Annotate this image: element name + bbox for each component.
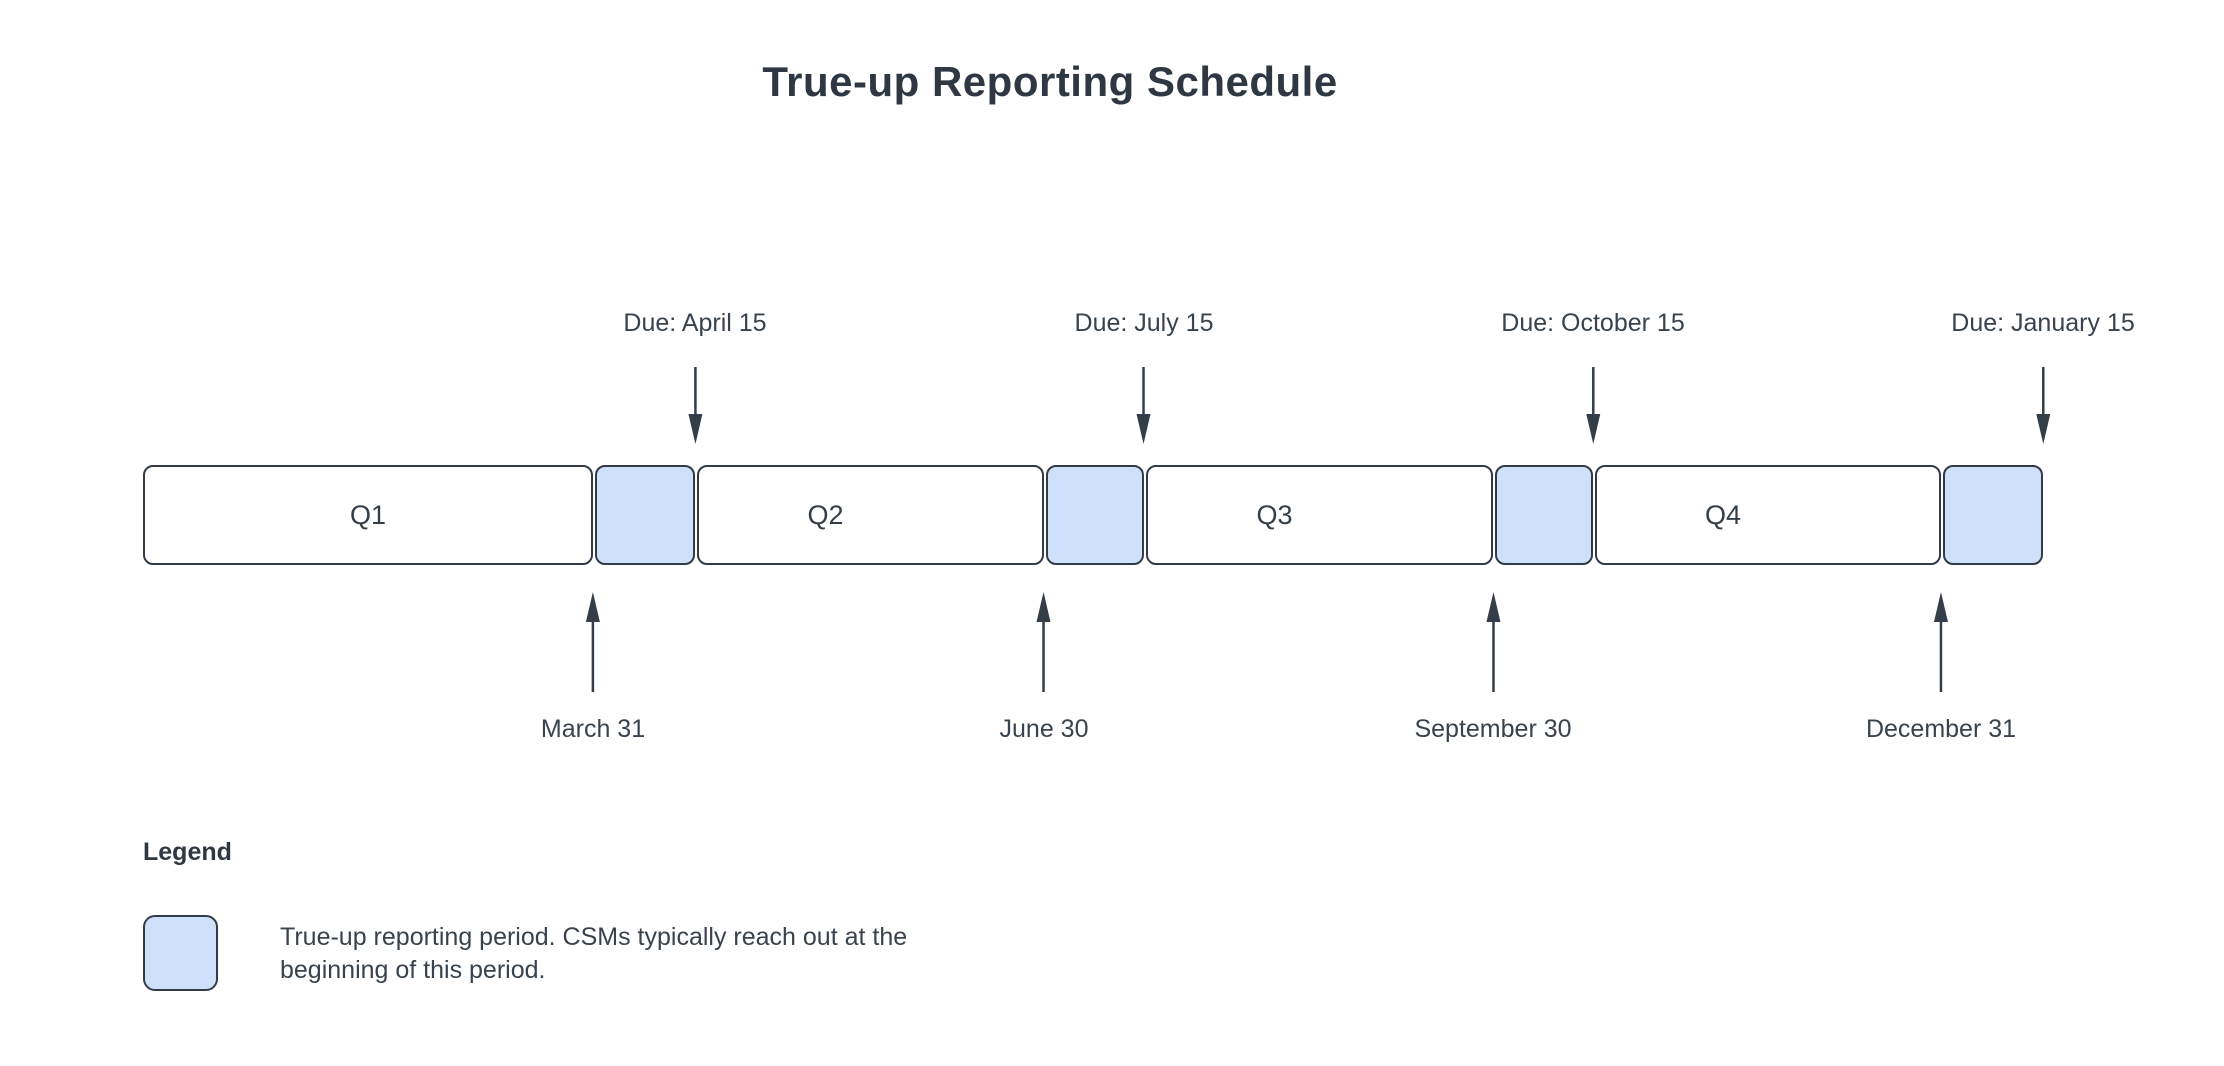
due-marker-q2: Due: July 15 bbox=[1074, 306, 1214, 444]
period-end-label: March 31 bbox=[540, 715, 646, 743]
trueup-period-box-2 bbox=[1046, 465, 1144, 565]
due-marker-q1: Due: April 15 bbox=[623, 306, 767, 444]
due-marker-q4: Due: January 15 bbox=[1951, 306, 2135, 444]
arrow-up-icon bbox=[1479, 592, 1507, 692]
timeline-bar: Q1 Q2 Q3 Q4 bbox=[0, 465, 2224, 565]
due-date-label: Due: July 15 bbox=[1074, 309, 1214, 337]
quarter-label: Q4 bbox=[1704, 499, 1742, 530]
quarter-box-q2: Q2 bbox=[697, 465, 1044, 565]
page-title: True-up Reporting Schedule bbox=[762, 58, 1338, 105]
due-date-label: Due: October 15 bbox=[1501, 309, 1685, 337]
arrow-down-icon bbox=[1579, 367, 1607, 444]
trueup-period-box-1 bbox=[595, 465, 695, 565]
arrow-down-icon bbox=[681, 367, 709, 444]
period-end-label: September 30 bbox=[1414, 715, 1572, 743]
period-end-marker-q3: September 30 bbox=[1414, 592, 1572, 746]
arrow-down-icon bbox=[1130, 367, 1158, 444]
arrow-up-icon bbox=[1927, 592, 1955, 692]
due-date-label: Due: January 15 bbox=[1951, 309, 2135, 337]
quarter-box-q1: Q1 bbox=[143, 465, 593, 565]
arrow-up-icon bbox=[1030, 592, 1058, 692]
arrow-down-icon bbox=[2029, 367, 2057, 444]
period-end-marker-q1: March 31 bbox=[541, 592, 645, 746]
period-end-label: December 31 bbox=[1865, 715, 2017, 743]
period-end-marker-q2: June 30 bbox=[999, 592, 1089, 746]
quarter-box-q4: Q4 bbox=[1595, 465, 1941, 565]
quarter-label: Q3 bbox=[1256, 499, 1293, 530]
legend-trueup-swatch bbox=[143, 915, 218, 991]
arrow-up-icon bbox=[579, 592, 607, 692]
legend-title: Legend bbox=[143, 838, 232, 866]
period-end-label: June 30 bbox=[999, 715, 1089, 743]
quarter-label: Q2 bbox=[807, 499, 844, 530]
quarter-box-q3: Q3 bbox=[1146, 465, 1493, 565]
due-date-label: Due: April 15 bbox=[623, 309, 767, 337]
trueup-period-box-3 bbox=[1495, 465, 1593, 565]
trueup-period-box-4 bbox=[1943, 465, 2043, 565]
legend-description: True-up reporting period. CSMs typically… bbox=[280, 923, 908, 984]
due-marker-q3: Due: October 15 bbox=[1501, 306, 1685, 444]
period-end-marker-q4: December 31 bbox=[1866, 592, 2016, 746]
quarter-label: Q1 bbox=[349, 499, 387, 530]
